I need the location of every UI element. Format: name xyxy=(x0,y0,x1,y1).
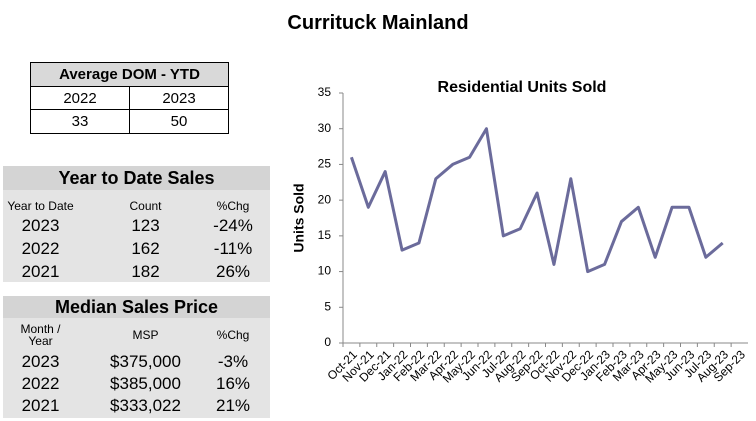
value-cell: 2023 xyxy=(21,216,60,235)
chart-title: Residential Units Sold xyxy=(438,79,607,96)
table-title: Average DOM - YTD xyxy=(31,63,228,87)
value-cell: 162 xyxy=(131,239,160,258)
value-cell: 50 xyxy=(170,113,188,130)
ytd-table: Year to Date Sales Year to Date Count %Chg 2… xyxy=(3,166,270,282)
value-cell: 123 xyxy=(131,216,160,235)
value-cell: -24% xyxy=(213,216,253,235)
value-cell: 182 xyxy=(131,262,160,281)
value-cell: 2021 xyxy=(21,262,60,281)
y-tick-label: 5 xyxy=(324,299,331,313)
y-tick-label: 10 xyxy=(318,264,332,278)
table-title: Median Sales Price xyxy=(3,296,270,318)
y-tick-label: 15 xyxy=(318,228,332,242)
value-cell: 21% xyxy=(215,395,251,415)
header-cell: Month / Year xyxy=(20,322,61,348)
value-cell: 2021 xyxy=(21,395,60,415)
value-cell: 33 xyxy=(31,110,130,133)
value-cell: $375,000 xyxy=(110,351,181,371)
y-tick-label: 30 xyxy=(318,121,332,135)
value-cell: 16% xyxy=(215,373,251,393)
value-cell: 2022 xyxy=(21,373,60,393)
value-cell: 26% xyxy=(215,262,251,281)
table-title: Year to Date Sales xyxy=(3,166,270,190)
y-axis-label: Units Sold xyxy=(291,183,307,252)
header-cell: Year to Date xyxy=(7,199,74,213)
header-cell: MSP xyxy=(132,328,159,342)
y-tick-label: 0 xyxy=(324,335,331,349)
y-tick-label: 35 xyxy=(318,85,332,99)
header-cell: Count xyxy=(129,199,162,213)
msp-table: Median Sales Price Month / Year MSP %Chg 202… xyxy=(3,296,270,418)
line xyxy=(350,127,724,274)
value-cell: $333,022 xyxy=(110,395,181,415)
header-cell: 2023 xyxy=(130,87,228,110)
y-tick-label: 20 xyxy=(318,192,332,206)
page-title: Currituck Mainland xyxy=(287,12,469,34)
header-cell: 2022 xyxy=(31,87,130,110)
value-cell: -3% xyxy=(217,351,249,371)
value-cell: -11% xyxy=(213,239,253,258)
value-cell: 2023 xyxy=(21,351,60,371)
dom-table: Average DOM - YTD 2022 2023 33 50 xyxy=(30,62,229,134)
header-cell: %Chg xyxy=(216,199,250,213)
value-cell: 2022 xyxy=(21,239,60,258)
header-cell: %Chg xyxy=(216,328,250,342)
value-cell: $385,000 xyxy=(110,373,181,393)
y-tick-label: 25 xyxy=(318,157,332,171)
